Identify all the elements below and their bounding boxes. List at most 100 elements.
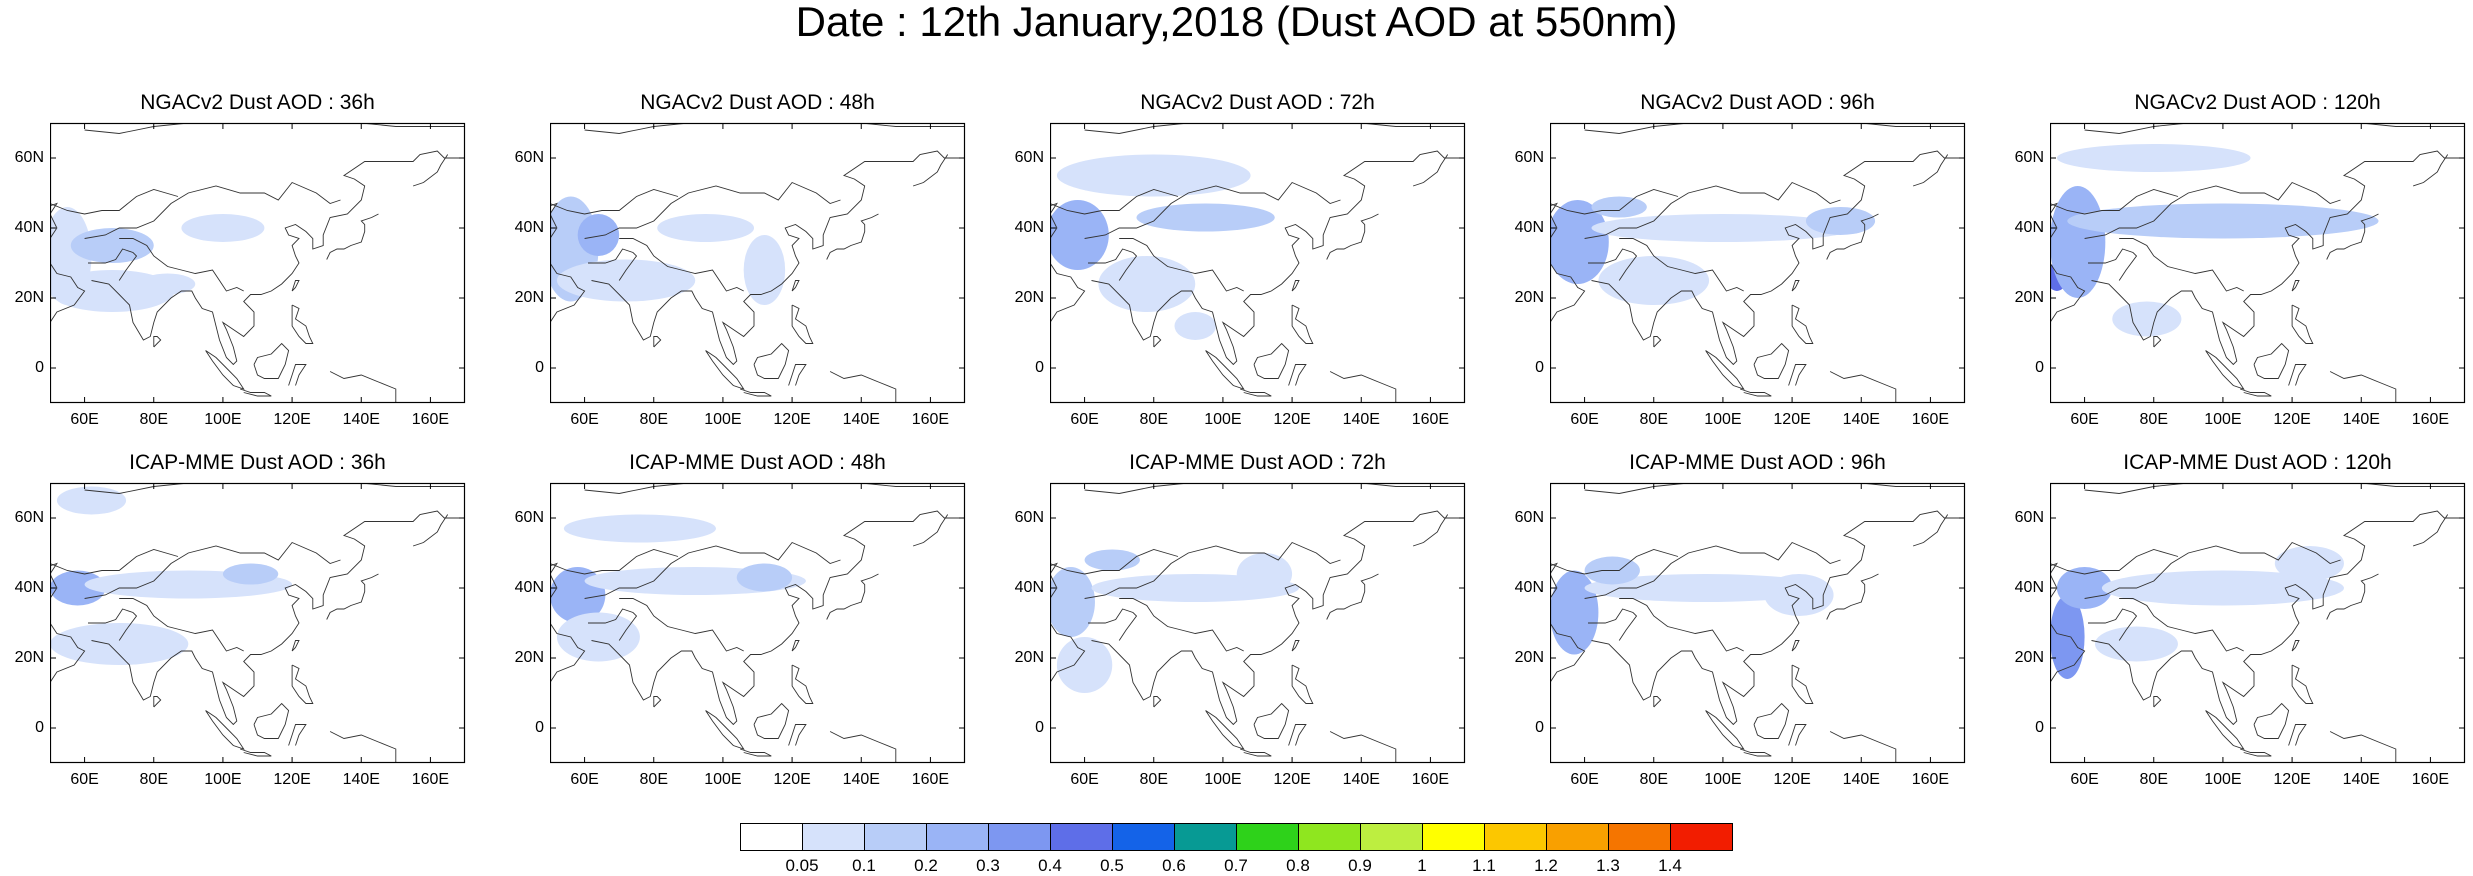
coastline xyxy=(705,710,745,750)
coastline xyxy=(1591,510,1965,726)
coastline xyxy=(588,608,638,641)
coastline xyxy=(550,562,558,599)
coastline xyxy=(753,342,790,379)
y-tick-label: 20N xyxy=(1014,649,1044,666)
coastline xyxy=(1588,608,1638,641)
coastline xyxy=(326,573,379,620)
map-plot xyxy=(1050,122,1466,404)
coastline xyxy=(829,731,897,763)
panel-title: ICAP-MME Dust AOD : 120h xyxy=(2123,451,2392,474)
x-tick-label: 160E xyxy=(911,771,950,788)
y-tick-label: 60N xyxy=(1014,509,1044,526)
map-panel: ICAP-MME Dust AOD : 48h 60N 40N 20N 0 60E 80E 1… xyxy=(515,448,1020,818)
y-tick-label: 40N xyxy=(14,579,44,596)
coastline xyxy=(329,371,397,403)
coastline xyxy=(1253,342,1290,379)
coastline xyxy=(1153,336,1162,348)
coastline xyxy=(740,748,772,757)
dust-plume xyxy=(1591,196,1647,218)
coastline xyxy=(550,622,586,683)
coastline xyxy=(1291,664,1314,704)
dust-plume xyxy=(2112,301,2182,337)
coastline xyxy=(1591,150,1965,366)
coastline xyxy=(753,702,790,739)
coastline xyxy=(1788,724,1807,746)
x-tick-label: 120E xyxy=(1273,771,1311,788)
coastline xyxy=(1791,640,1800,652)
dust-plume xyxy=(2101,570,2344,606)
colorbar-label: 0.9 xyxy=(1348,856,1372,875)
dust-plume xyxy=(2056,144,2251,172)
coastline xyxy=(584,181,841,239)
x-tick-label: 120E xyxy=(773,411,811,428)
map-plot xyxy=(50,122,466,404)
x-tick-label: 140E xyxy=(1842,411,1880,428)
colorbar-swatch xyxy=(1174,823,1237,851)
x-tick-label: 60E xyxy=(1070,411,1099,428)
y-tick-label: 40N xyxy=(2014,219,2044,236)
dust-plume xyxy=(556,612,640,662)
dust-plume xyxy=(1598,256,1710,305)
x-tick-label: 140E xyxy=(842,771,880,788)
y-tick-label: 40N xyxy=(1514,219,1544,236)
coastline xyxy=(1826,213,1879,260)
coastline xyxy=(1088,248,1138,281)
coastline xyxy=(1091,150,1465,366)
x-tick-label: 80E xyxy=(639,411,668,428)
coastline xyxy=(1084,541,1341,599)
coastline xyxy=(619,238,744,292)
x-tick-label: 80E xyxy=(2139,771,2168,788)
x-tick-label: 120E xyxy=(1773,411,1811,428)
dust-plume xyxy=(1050,567,1095,637)
coastline xyxy=(584,123,965,134)
coastline xyxy=(2050,262,2086,323)
y-tick-label: 60N xyxy=(2014,149,2044,166)
coastline xyxy=(2412,154,2449,187)
coastline xyxy=(84,123,465,134)
x-tick-label: 160E xyxy=(911,411,950,428)
panel-title: NGACv2 Dust AOD : 120h xyxy=(2134,91,2381,114)
y-tick-label: 0 xyxy=(1535,719,1544,736)
coastline xyxy=(584,483,965,494)
dust-plume xyxy=(657,214,755,242)
y-tick-label: 0 xyxy=(1035,719,1044,736)
coastline xyxy=(1912,514,1949,547)
dust-plume xyxy=(222,563,279,585)
x-tick-label: 100E xyxy=(2204,411,2242,428)
coastline xyxy=(1550,549,1679,575)
y-tick-label: 40N xyxy=(1014,579,1044,596)
y-tick-label: 20N xyxy=(14,289,44,306)
map-frame xyxy=(2050,482,2466,764)
map-frame xyxy=(50,122,466,404)
coastline xyxy=(619,598,744,652)
coastline xyxy=(1550,262,1586,323)
dust-plume xyxy=(70,228,154,263)
x-tick-label: 60E xyxy=(570,411,599,428)
coastline xyxy=(1753,342,1790,379)
map-frame xyxy=(50,482,466,764)
coastline xyxy=(588,248,638,281)
x-tick-label: 140E xyxy=(842,411,880,428)
colorbar-label: 1 xyxy=(1417,856,1427,875)
dust-plume xyxy=(1056,637,1113,693)
panel-title: ICAP-MME Dust AOD : 96h xyxy=(1629,451,1886,474)
coastline xyxy=(2050,202,2058,239)
map-panel: ICAP-MME Dust AOD : 72h 60N 40N 20N 0 60E 80E 1… xyxy=(1015,448,1520,818)
map-panel: NGACv2 Dust AOD : 36h 60N 40N 20N 0 60E 80E 100… xyxy=(15,88,520,458)
coastline xyxy=(50,562,58,599)
coastline xyxy=(1291,304,1314,344)
map-panel: NGACv2 Dust AOD : 48h 60N 40N 20N 0 60E 80E 100… xyxy=(515,88,1020,458)
coastline xyxy=(2084,483,2465,494)
coastline xyxy=(291,304,314,344)
x-tick-label: 120E xyxy=(773,771,811,788)
coastline xyxy=(1288,364,1307,386)
y-tick-label: 20N xyxy=(514,289,544,306)
coastline xyxy=(1153,696,1162,708)
coastline xyxy=(791,640,800,652)
x-tick-label: 80E xyxy=(1139,771,1168,788)
y-tick-label: 20N xyxy=(514,649,544,666)
coastline xyxy=(2253,342,2290,379)
map-frame xyxy=(1550,482,1966,764)
y-tick-label: 40N xyxy=(14,219,44,236)
x-tick-label: 120E xyxy=(1273,411,1311,428)
